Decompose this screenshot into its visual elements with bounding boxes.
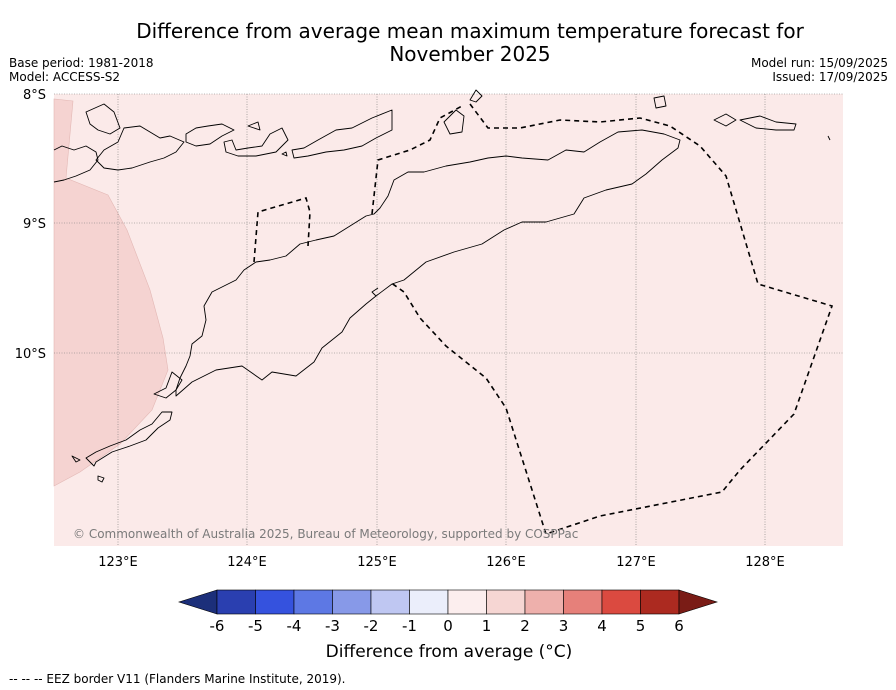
lon-label-124: 124°E [227, 555, 267, 570]
lat-label-10s: 10°S [15, 347, 46, 362]
small-island-5 [247, 121, 261, 131]
longitude-labels: 123°E 124°E 125°E 126°E 127°E 128°E [98, 555, 785, 570]
issued-text: Issued: 17/09/2025 [772, 70, 888, 84]
small-island-7 [827, 135, 831, 141]
colorbar-arrow-max [678, 589, 718, 615]
flores-east-coastline [53, 145, 99, 183]
colorbar-arrow-min [178, 589, 218, 615]
graticule [54, 93, 843, 546]
lon-label-128: 128°E [745, 555, 785, 570]
colorbar-segment [563, 589, 603, 615]
colorbar-segment [332, 589, 372, 615]
eez-border-north [371, 105, 463, 215]
colorbar-tick-label: -4 [287, 617, 302, 635]
colorbar-segment [216, 589, 256, 615]
model-text: Model: ACCESS-S2 [9, 70, 121, 84]
timor-notch [371, 287, 379, 297]
colorbar-tick-label: -2 [364, 617, 379, 635]
rote-coastline [85, 411, 173, 467]
eez-border [253, 103, 834, 536]
colorbar-tick-label: 0 [443, 617, 453, 635]
wetar-coastline [291, 109, 393, 159]
small-island-1 [469, 89, 483, 103]
colorbar-title: Difference from average (°C) [325, 642, 573, 662]
small-island-6 [281, 151, 288, 157]
lon-label-125: 125°E [357, 555, 397, 570]
ndao-coastline [71, 455, 81, 463]
colorbar-segment [409, 589, 449, 615]
lon-label-126: 126°E [486, 555, 526, 570]
timor-west-tip [153, 371, 183, 399]
forecast-map: © Commonwealth of Australia 2025, Bureau… [15, 88, 843, 570]
colorbar-tick-label: 6 [674, 617, 684, 635]
map-background [54, 94, 843, 546]
colorbar-segment [370, 589, 410, 615]
lon-label-127: 127°E [616, 555, 656, 570]
copyright-text: © Commonwealth of Australia 2025, Bureau… [73, 527, 578, 541]
model-run-text: Model run: 15/09/2025 [750, 56, 888, 70]
colorbar-segment [524, 589, 564, 615]
colorbar-tick-label: 4 [597, 617, 607, 635]
lembata-coastline [95, 125, 185, 171]
timor-coastline [175, 129, 681, 397]
colorbar-tick-label: 3 [559, 617, 569, 635]
atauro-coastline [443, 109, 465, 135]
colorbar-tick-label: -5 [248, 617, 263, 635]
lon-label-123: 123°E [98, 555, 138, 570]
eez-border-oecusse [253, 197, 311, 263]
colorbar-tick-label: -6 [210, 617, 225, 635]
colorbar-segment [640, 589, 680, 615]
footnote: -- -- -- EEZ border V11 (Flanders Marine… [9, 672, 346, 686]
small-island-4 [739, 115, 797, 131]
colorbar-tick-label: 1 [482, 617, 492, 635]
lat-label-9s: 9°S [23, 217, 46, 232]
warmer-region [53, 98, 169, 487]
colorbar-segment [447, 589, 487, 615]
colorbar-tick-label: 2 [520, 617, 530, 635]
colorbar-tick-label: -1 [402, 617, 417, 635]
colorbar-ticks: -6 -5 -4 -3 -2 -1 0 1 2 3 4 5 6 [210, 617, 684, 635]
chart-title: Difference from average mean maximum tem… [136, 19, 804, 66]
lat-label-8s: 8°S [23, 88, 46, 103]
colorbar-segment [255, 589, 295, 615]
colorbar-tick-label: 5 [636, 617, 646, 635]
base-period-text: Base period: 1981-2018 [9, 56, 154, 70]
small-island-3 [713, 113, 737, 127]
latitude-labels: 8°S 9°S 10°S [15, 88, 46, 362]
colorbar-tick-label: -3 [325, 617, 340, 635]
coastlines [53, 89, 831, 483]
solor-coastline [85, 103, 121, 135]
colorbar: -6 -5 -4 -3 -2 -1 0 1 2 3 4 5 6 [178, 589, 718, 635]
colorbar-segment [486, 589, 526, 615]
pantar-coastline [185, 123, 235, 147]
colorbar-segment [293, 589, 333, 615]
eez-border-main [389, 103, 834, 536]
meta-left: Base period: 1981-2018 Model: ACCESS-S2 [9, 56, 154, 84]
meta-right: Model run: 15/09/2025 Issued: 17/09/2025 [751, 56, 888, 84]
small-island-2 [653, 95, 667, 109]
colorbar-boxes [178, 589, 718, 615]
alor-coastline [223, 127, 289, 157]
colorbar-segment [601, 589, 641, 615]
dao-coastline [97, 475, 105, 483]
